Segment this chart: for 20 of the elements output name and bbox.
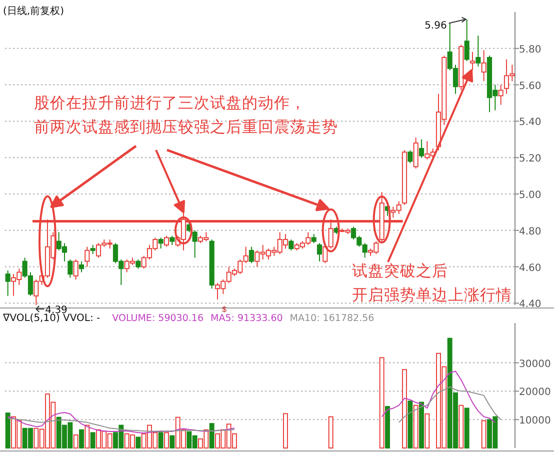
annotation: VOLUME: 59030.16 — [112, 313, 204, 324]
annotation: 股价在拉升前进行了三次试盘的动作，前两次试盘感到抛压较强之后重回震荡走势 — [34, 94, 338, 136]
annotation: 试盘突破之后开启强势单边上涨行情 — [352, 262, 512, 304]
chart-title: (日线,前复权) — [3, 5, 64, 17]
y-tick-label: 20000 — [519, 387, 551, 398]
y-tick-label: 4.80 — [519, 226, 542, 238]
y-tick-label: 5.60 — [519, 80, 542, 92]
annotation: $ — [222, 305, 227, 314]
chart-title: ∇VOL(5,10) VVOL: - — [2, 313, 101, 324]
y-tick-label: 4.60 — [519, 262, 542, 274]
y-tick-label: 5.20 — [519, 154, 542, 165]
annotation: MA5: 91333.60 — [210, 313, 283, 324]
y-tick-label: 5.40 — [519, 117, 542, 128]
y-tick-label: 30000 — [519, 358, 551, 370]
annotation: 5.96 — [424, 20, 447, 32]
y-tick-label: 10000 — [519, 416, 551, 427]
annotation: MA10: 161782.56 — [290, 313, 374, 324]
y-tick-label: 5.00 — [519, 190, 542, 201]
y-tick-label: 4.40 — [519, 299, 542, 310]
y-tick-label: 5.80 — [519, 44, 542, 56]
